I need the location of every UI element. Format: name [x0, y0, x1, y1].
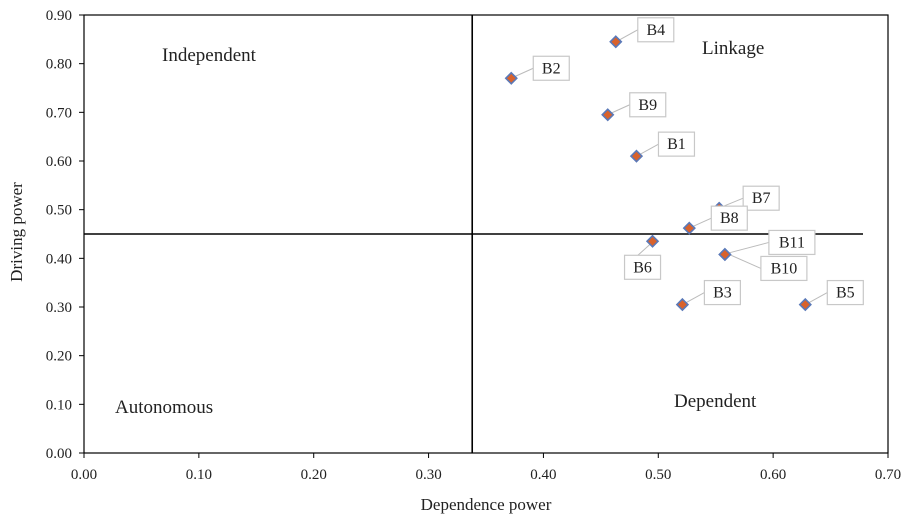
y-tick-label: 0.20: [46, 349, 72, 365]
data-label-leader: [726, 241, 770, 254]
data-label-box: [742, 185, 780, 211]
data-label-leader: [638, 143, 659, 156]
data-label: B11: [779, 234, 805, 251]
data-label-box: [629, 92, 667, 118]
data-label: B5: [836, 285, 855, 302]
data-label: B2: [542, 60, 561, 77]
data-label: B9: [638, 97, 657, 114]
quadrant-label-dependent: Dependent: [674, 391, 757, 412]
x-tick-label: 0.30: [415, 467, 441, 483]
x-tick-label: 0.40: [530, 467, 556, 483]
data-label-box: [657, 131, 696, 157]
data-label: B10: [771, 260, 798, 277]
data-label-leader: [684, 292, 705, 305]
data-label-leader: [609, 104, 630, 115]
y-axis-title: Driving power: [7, 182, 26, 282]
data-label: B1: [667, 136, 686, 153]
data-label: B4: [646, 22, 665, 39]
data-point-marker: [609, 35, 623, 49]
data-label-box: [710, 205, 748, 231]
data-label-box: [532, 55, 570, 81]
x-axis-title: Dependence power: [421, 495, 552, 514]
x-tick-label: 0.10: [186, 467, 212, 483]
data-point-marker: [601, 108, 615, 122]
x-tick-label: 0.70: [875, 467, 901, 483]
quadrant-label-linkage: Linkage: [702, 38, 764, 59]
data-label: B3: [713, 285, 732, 302]
data-label-leader: [726, 252, 762, 269]
data-label-leader: [617, 29, 639, 42]
y-tick-label: 0.10: [46, 397, 72, 413]
axes: 0.00 0.10 0.20 0.30 0.40 0.50 0.60 0.70 0.00 0.10…: [46, 8, 901, 483]
x-tick-label: 0.50: [645, 467, 671, 483]
y-tick-label: 0.30: [46, 300, 72, 316]
data-label-box: [768, 229, 816, 256]
data-label-box: [826, 279, 864, 306]
quadrant-labels: Independent Linkage Autonomous Dependent: [115, 38, 764, 418]
y-tick-label: 0.80: [46, 57, 72, 73]
data-label: B7: [752, 190, 771, 207]
data-label-box: [703, 279, 742, 306]
quadrant-label-independent: Independent: [162, 45, 257, 66]
data-point-marker: [798, 297, 812, 312]
data-label-leader: [513, 67, 534, 78]
y-tick-label: 0.60: [46, 154, 72, 170]
x-tick-label: 0.00: [71, 467, 97, 483]
data-point-marker: [675, 297, 690, 312]
x-tick-label: 0.20: [301, 467, 327, 483]
y-tick-label: 0.90: [46, 8, 72, 24]
data-label: B8: [720, 210, 739, 227]
data-label: B6: [633, 259, 652, 276]
y-tick-label: 0.00: [46, 446, 72, 462]
data-point-marker: [682, 221, 696, 235]
x-tick-label: 0.60: [760, 467, 786, 483]
data-label-leader: [807, 292, 828, 305]
quadrant-label-autonomous: Autonomous: [115, 397, 213, 418]
y-tick-label: 0.70: [46, 105, 72, 121]
data-label-box: [637, 17, 675, 43]
y-tick-label: 0.40: [46, 251, 72, 267]
data-point-marker: [504, 71, 518, 85]
data-label-box: [760, 255, 808, 282]
data-label-leader: [691, 217, 712, 228]
data-point-marker: [645, 234, 660, 248]
data-points: B1 B2 B3 B4 B5 B6 B7 B8 B9 B10 B11: [504, 17, 864, 312]
data-point-marker: [629, 149, 644, 163]
data-label-box: [623, 254, 662, 280]
y-tick-label: 0.50: [46, 203, 72, 219]
data-point-marker: [718, 247, 732, 262]
